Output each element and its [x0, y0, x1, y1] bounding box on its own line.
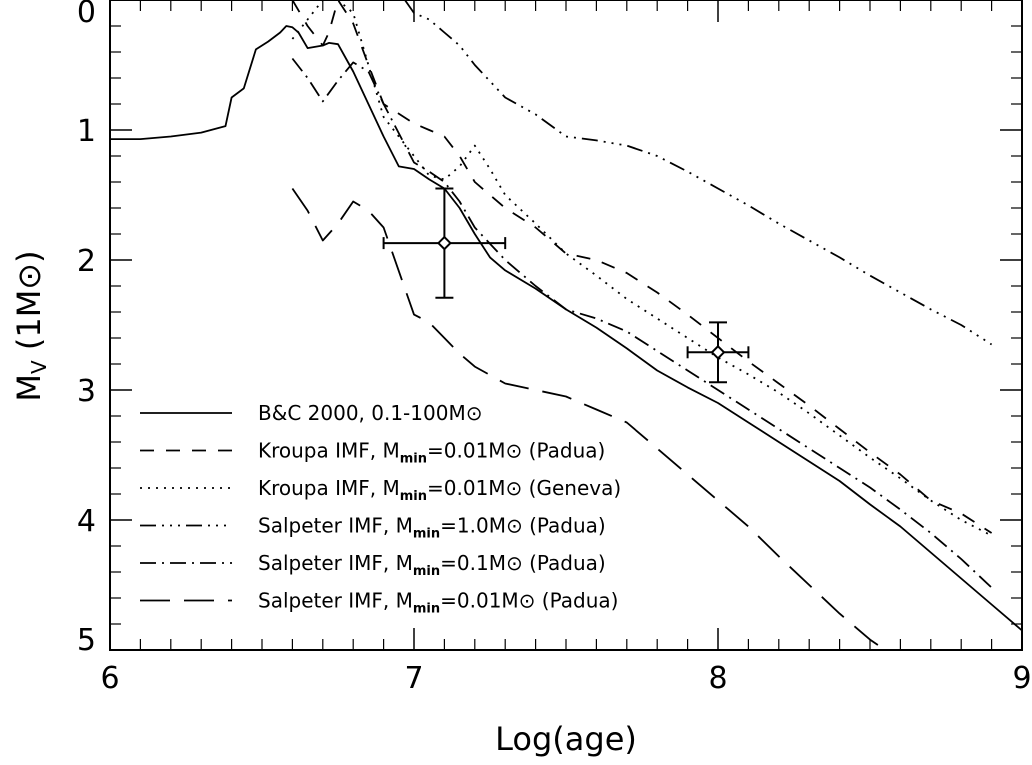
x-tick-label: 9: [1012, 661, 1031, 696]
diamond-marker: [710, 344, 726, 360]
series-line-4: [404, 0, 993, 346]
y-tick-label: 2: [77, 244, 96, 279]
legend-item-4: Salpeter IMF, Mmin=1.0M⊙ (Padua): [140, 514, 606, 542]
legend-label: Kroupa IMF, Mmin=0.01M⊙ (Geneva): [258, 476, 621, 504]
y-axis-title-rest: (1M⊙): [10, 250, 48, 360]
legend-label-post: =1.0M⊙ (Padua): [440, 514, 606, 538]
diamond-marker: [436, 235, 452, 251]
series-line-2: [291, 0, 993, 534]
x-tick-label: 6: [100, 661, 119, 696]
legend-label: Salpeter IMF, Mmin=0.1M⊙ (Padua): [258, 551, 606, 579]
legend-label-pre: B&C 2000, 0.1-100M⊙: [258, 401, 482, 425]
legend-label-sub: min: [413, 602, 440, 617]
series-line-5: [291, 57, 993, 589]
legend-label-pre: Salpeter IMF, M: [258, 589, 413, 613]
legend-label-sub: min: [400, 452, 427, 467]
series-line-3: [291, 0, 993, 537]
y-tick-label: 5: [77, 623, 96, 658]
legend-label-pre: Salpeter IMF, M: [258, 514, 413, 538]
y-axis-title-main: M: [10, 374, 48, 402]
series-line-6: [291, 187, 886, 650]
y-axis-title: MV (1M⊙): [10, 250, 51, 401]
legend-item-6: Salpeter IMF, Mmin=0.01M⊙ (Padua): [140, 589, 618, 617]
legend-label-pre: Kroupa IMF, M: [258, 439, 400, 463]
y-tick-label: 4: [77, 504, 96, 539]
legend-label: Kroupa IMF, Mmin=0.01M⊙ (Padua): [258, 439, 605, 467]
legend-label-sub: min: [413, 527, 440, 542]
legend-label-post: =0.1M⊙ (Padua): [440, 551, 606, 575]
legend-label-post: =0.01M⊙ (Padua): [427, 439, 605, 463]
legend-label-sub: min: [413, 564, 440, 579]
y-tick-label: 3: [77, 374, 96, 409]
legend-label-post: =0.01M⊙ (Padua): [440, 589, 618, 613]
x-tick-label: 8: [708, 661, 727, 696]
legend-item-3: Kroupa IMF, Mmin=0.01M⊙ (Geneva): [140, 476, 621, 504]
legend-label-pre: Salpeter IMF, M: [258, 551, 413, 575]
error-point-2: [686, 321, 750, 384]
legend-item-5: Salpeter IMF, Mmin=0.1M⊙ (Padua): [140, 551, 606, 579]
y-axis-title-sub: V: [27, 360, 51, 374]
legend-label-pre: Kroupa IMF, M: [258, 476, 400, 500]
legend-item-1: B&C 2000, 0.1-100M⊙: [140, 401, 482, 425]
legend-label-post: =0.01M⊙ (Geneva): [427, 476, 621, 500]
y-tick-label: 1: [77, 114, 96, 149]
svg-text:MV (1M⊙): MV (1M⊙): [10, 250, 51, 401]
series-line-1: [110, 25, 1022, 632]
legend-label: Salpeter IMF, Mmin=1.0M⊙ (Padua): [258, 514, 606, 542]
x-axis-title: Log(age): [495, 720, 637, 758]
legend-item-2: Kroupa IMF, Mmin=0.01M⊙ (Padua): [140, 439, 605, 467]
legend-label: B&C 2000, 0.1-100M⊙: [258, 401, 482, 425]
legend-label: Salpeter IMF, Mmin=0.01M⊙ (Padua): [258, 589, 618, 617]
y-tick-label: 0: [77, 0, 96, 30]
legend-label-sub: min: [400, 489, 427, 504]
error-point-1: [382, 187, 507, 299]
x-tick-label: 7: [404, 661, 423, 696]
